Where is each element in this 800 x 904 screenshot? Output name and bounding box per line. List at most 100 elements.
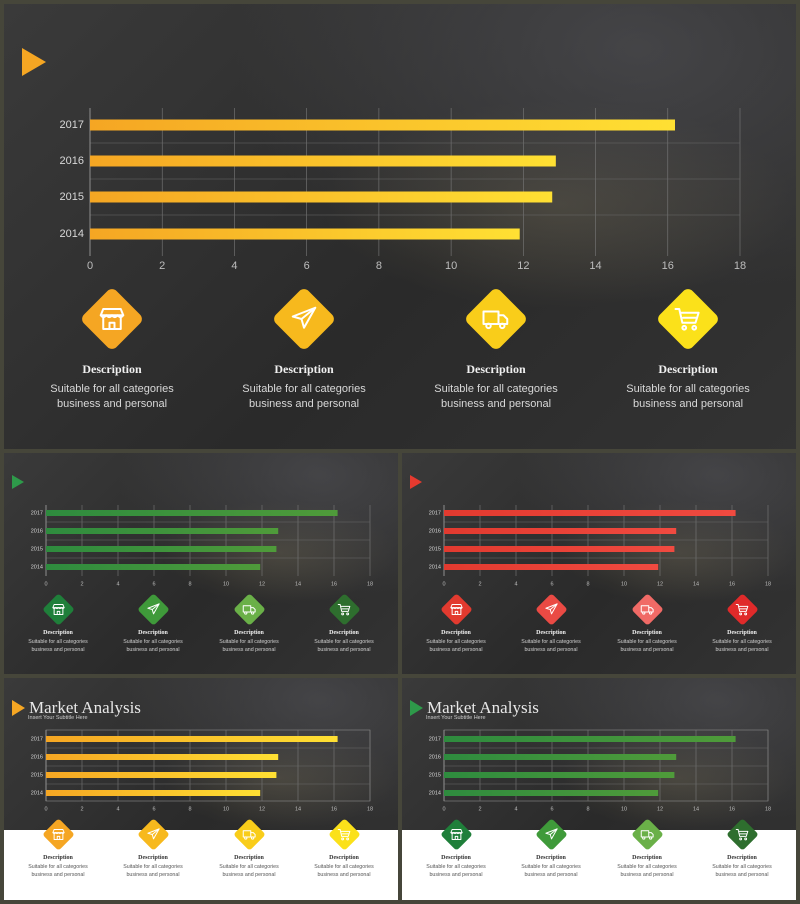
bar <box>90 228 520 240</box>
feature-description: business and personal <box>524 647 578 653</box>
x-tick-label: 8 <box>586 581 589 587</box>
feature-title: Description <box>43 855 73 862</box>
x-tick-label: 14 <box>693 806 699 812</box>
bar <box>46 564 261 570</box>
feature-description: business and personal <box>126 647 180 653</box>
x-tick-label: 18 <box>734 260 746 272</box>
accent-triangle-icon <box>22 48 46 76</box>
feature-description: business and personal <box>715 647 769 653</box>
feature-description: business and personal <box>715 872 769 878</box>
truck-icon <box>242 829 256 840</box>
category-label: 2017 <box>31 736 43 742</box>
x-tick-label: 2 <box>159 260 165 272</box>
slide-orange-light[interactable]: Market Analysis Insert Your Subtitle Her… <box>4 678 398 900</box>
feature-title: Description <box>658 361 718 376</box>
feature-title: Description <box>234 630 264 637</box>
accent-triangle-icon <box>410 700 423 716</box>
accent-triangle-icon <box>12 475 24 489</box>
feature-icon-badge <box>327 592 361 626</box>
feature-title: Description <box>536 630 566 637</box>
feature-description: Suitable for all categories <box>28 639 88 646</box>
bar-chart: 0 2 4 6 8 10 12 14 16 18 2017 2016 2015 2014 <box>31 729 373 812</box>
category-label: 2016 <box>60 155 84 167</box>
store-icon <box>51 828 65 840</box>
category-label: 2014 <box>31 790 43 796</box>
feature-item: Description Suitable for all categories bu… <box>410 817 502 878</box>
feature-title: Description <box>138 630 168 637</box>
category-label: 2014 <box>429 564 441 570</box>
slide-green-dark[interactable]: 0 2 4 6 8 10 12 14 16 18 2017 2016 2015 2014 Descript… <box>4 453 398 674</box>
category-label: 2016 <box>31 528 43 534</box>
x-tick-label: 18 <box>765 581 771 587</box>
accent-triangle-icon <box>12 700 25 716</box>
x-tick-label: 18 <box>367 581 373 587</box>
bar <box>46 546 277 552</box>
category-label: 2015 <box>429 546 441 552</box>
category-label: 2015 <box>429 772 441 778</box>
feature-item: Description Suitable for all categories bu… <box>12 592 104 653</box>
category-label: 2017 <box>31 510 43 516</box>
feature-description: business and personal <box>429 872 483 878</box>
feature-description: Suitable for all categories <box>626 382 750 395</box>
x-tick-label: 0 <box>44 581 47 587</box>
feature-icon-badge <box>439 817 473 851</box>
feature-icon-badge <box>655 286 721 352</box>
feature-description: business and personal <box>429 647 483 653</box>
feature-description: Suitable for all categories <box>314 639 374 646</box>
truck-icon <box>242 604 256 615</box>
truck-icon <box>482 310 509 330</box>
feature-description: Suitable for all categories <box>426 639 486 646</box>
x-tick-label: 8 <box>188 581 191 587</box>
feature-item: Description Suitable for all categories bu… <box>203 817 295 878</box>
feature-description: Suitable for all categories <box>123 864 183 871</box>
category-label: 2016 <box>31 754 43 760</box>
x-tick-label: 6 <box>152 806 155 812</box>
feature-description: business and personal <box>248 398 360 411</box>
feature-title: Description <box>329 855 359 862</box>
x-tick-label: 6 <box>152 581 155 587</box>
feature-description: Suitable for all categories <box>242 382 366 395</box>
feature-description: business and personal <box>126 872 180 878</box>
feature-item: Description Suitable for all categories bu… <box>505 592 597 653</box>
bar <box>444 546 675 552</box>
x-tick-label: 6 <box>550 806 553 812</box>
x-tick-label: 12 <box>259 581 265 587</box>
feature-item: Description Suitable for all categories bu… <box>12 817 104 878</box>
slide-header <box>410 475 422 489</box>
x-tick-label: 0 <box>442 806 445 812</box>
feature-description: business and personal <box>524 872 578 878</box>
x-tick-label: 4 <box>231 260 237 272</box>
slide-red-dark[interactable]: 0 2 4 6 8 10 12 14 16 18 2017 2016 2015 2014 Descript… <box>402 453 796 674</box>
x-tick-label: 0 <box>442 581 445 587</box>
feature-item: Description Suitable for all categories bu… <box>404 286 588 410</box>
slide-header <box>22 48 46 76</box>
feature-title: Description <box>441 855 471 862</box>
x-tick-label: 16 <box>729 581 735 587</box>
feature-item: Description Suitable for all categories bu… <box>107 592 199 653</box>
x-tick-label: 16 <box>729 806 735 812</box>
feature-description: Suitable for all categories <box>50 382 174 395</box>
airplane-icon <box>544 602 558 614</box>
bar <box>46 772 277 778</box>
feature-icon-badge <box>463 286 529 352</box>
category-label: 2016 <box>429 754 441 760</box>
x-tick-label: 2 <box>80 581 83 587</box>
x-tick-label: 6 <box>550 581 553 587</box>
airplane-icon <box>146 602 160 614</box>
slide-main[interactable]: 0 2 4 6 8 10 12 14 16 18 2017 2016 2015 2014 Descript… <box>4 4 796 449</box>
feature-icon-badge <box>41 817 75 851</box>
x-tick-label: 2 <box>478 806 481 812</box>
feature-item: Description Suitable for all categories bu… <box>20 286 204 410</box>
x-tick-label: 4 <box>116 806 119 812</box>
bar-chart: 0 2 4 6 8 10 12 14 16 18 2017 2016 2015 2014 <box>429 505 771 587</box>
feature-title: Description <box>82 361 142 376</box>
slide-subtitle: Insert Your Subtitle Here <box>28 715 88 721</box>
bar <box>444 790 659 796</box>
feature-description: Suitable for all categories <box>28 864 88 871</box>
x-tick-label: 14 <box>589 260 601 272</box>
slide-green-light[interactable]: Market Analysis Insert Your Subtitle Her… <box>402 678 796 900</box>
feature-description: business and personal <box>317 872 371 878</box>
x-tick-label: 18 <box>367 806 373 812</box>
bar <box>90 191 553 203</box>
feature-title: Description <box>234 855 264 862</box>
